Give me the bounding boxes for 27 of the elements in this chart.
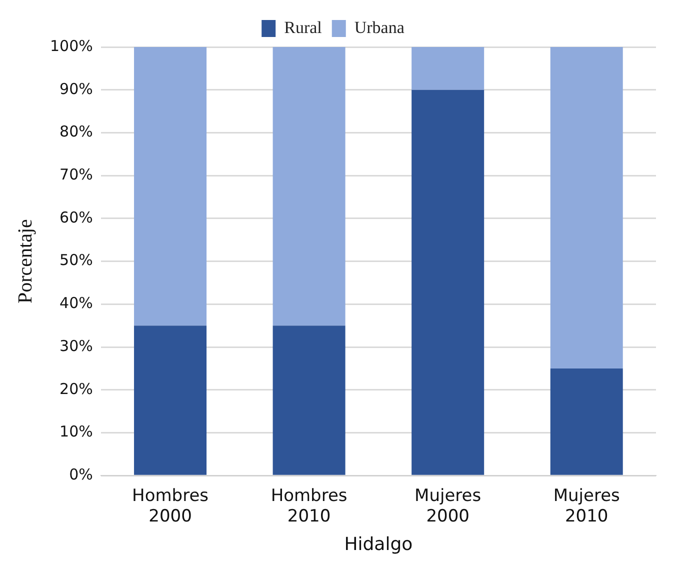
x-tick-label: Hombres 2000: [132, 486, 209, 527]
x-tick-label: Hombres 2010: [270, 486, 348, 527]
legend-label: Urbana: [354, 18, 405, 37]
y-tick-label: 20%: [60, 380, 93, 398]
bar: [550, 47, 623, 368]
x-tick-label: Mujeres 2000: [414, 486, 482, 527]
bar: [272, 47, 346, 326]
legend-label: Rural: [284, 18, 322, 37]
y-axis-title: Porcentaje: [14, 218, 36, 304]
y-tick-label: 80%: [60, 122, 93, 141]
y-tick-label: 70%: [60, 165, 93, 184]
bar: [550, 368, 623, 475]
y-tick-label: 50%: [60, 251, 93, 270]
bar: [272, 326, 346, 475]
x-axis-title: Hidalgo: [344, 534, 413, 555]
x-tick-label: Mujeres 2010: [553, 486, 620, 527]
y-tick-label: 40%: [60, 294, 93, 312]
bar: [412, 47, 484, 90]
bar: [412, 90, 484, 475]
y-tick-label: 10%: [60, 422, 93, 441]
y-tick-label: 100%: [50, 36, 93, 55]
y-tick-label: 90%: [60, 80, 93, 98]
bar: [134, 47, 207, 326]
y-tick-label: 60%: [60, 208, 93, 226]
y-tick-label: 30%: [60, 336, 93, 355]
bar: [134, 326, 207, 475]
y-tick-label: 0%: [69, 465, 93, 484]
